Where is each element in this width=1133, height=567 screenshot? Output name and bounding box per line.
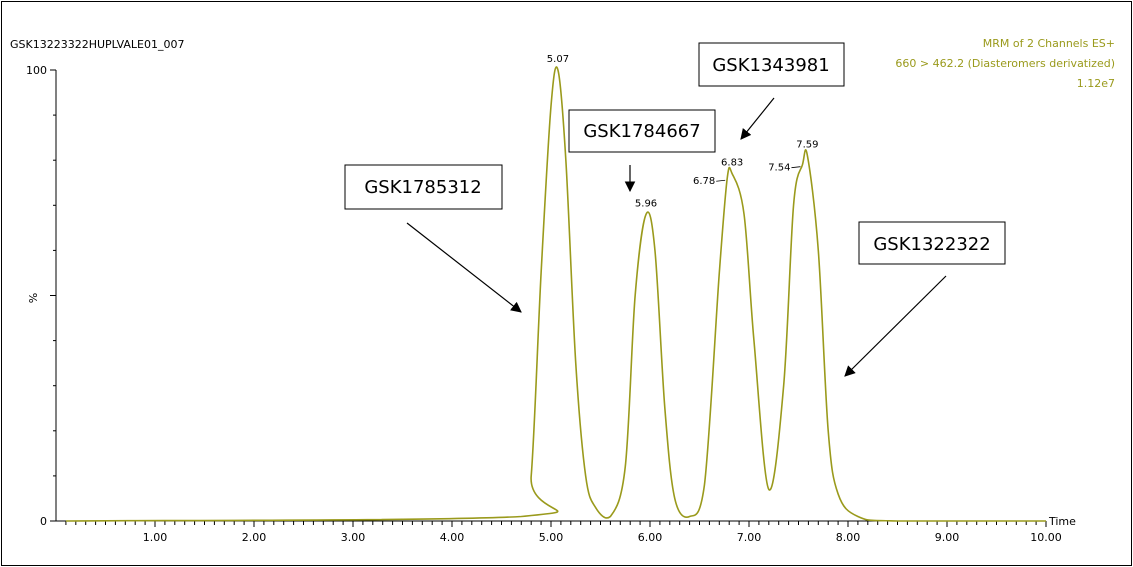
x-tick-label: 6.00	[638, 531, 663, 544]
peak-leader	[791, 166, 801, 169]
x-tick-label: 5.00	[539, 531, 564, 544]
callout-box	[344, 164, 503, 210]
callout-gsk1343981: GSK1343981	[698, 42, 845, 140]
peak-label: 7.54	[768, 163, 790, 174]
callout-box	[568, 109, 716, 153]
x-tick-label: 9.00	[935, 531, 960, 544]
callout-arrow	[406, 222, 522, 313]
x-tick-label: 4.00	[440, 531, 465, 544]
y-tick-label: 0	[40, 515, 47, 528]
x-tick-label: 10.00	[1030, 531, 1062, 544]
callout-arrow	[844, 275, 947, 377]
y-axis-label: %	[27, 293, 40, 303]
callout-label: GSK1784667	[583, 121, 700, 142]
peak-label: 7.59	[796, 140, 818, 151]
peak-label: 6.83	[721, 158, 743, 169]
callout-gsk1784667: GSK1784667	[568, 109, 716, 193]
callout-box	[858, 221, 1006, 265]
callout-gsk1785312: GSK1785312	[344, 164, 522, 313]
callout-label: GSK1343981	[712, 55, 829, 76]
peak-leader	[716, 179, 726, 182]
trace-line	[65, 66, 1046, 522]
peak-label: 6.78	[693, 176, 715, 187]
callout-gsk1322322: GSK1322322	[844, 221, 1006, 377]
channel-transition: 660 > 462.2 (Diasteromers derivatized)	[895, 57, 1115, 70]
y-tick-label: 100	[26, 64, 47, 77]
peak-labels: 5.07 5.96 6.78 6.83 7.54 7.59	[547, 54, 819, 209]
x-tick-label: 1.00	[143, 531, 168, 544]
x-tick-label: 2.00	[242, 531, 267, 544]
x-ticks: 1.00 2.00 3.00 4.00 5.00 6.00 7.00 8.00 9.00 10.0…	[65, 521, 1062, 544]
x-tick-label: 3.00	[341, 531, 366, 544]
channel-title: MRM of 2 Channels ES+	[983, 37, 1115, 50]
axes	[55, 70, 1046, 522]
callout-arrow	[740, 97, 775, 140]
sample-id: GSK13223322HUPLVALE01_007	[10, 38, 185, 51]
peak-label: 5.07	[547, 54, 569, 65]
x-tick-label: 8.00	[836, 531, 861, 544]
x-axis-label: Time	[1048, 515, 1076, 528]
y-ticks: 0 100	[26, 64, 56, 528]
callout-label: GSK1785312	[364, 177, 481, 198]
callout-box	[698, 42, 845, 87]
channel-intensity: 1.12e7	[1077, 77, 1115, 90]
callout-label: GSK1322322	[873, 234, 990, 255]
peak-label: 5.96	[635, 198, 657, 209]
x-tick-label: 7.00	[737, 531, 762, 544]
